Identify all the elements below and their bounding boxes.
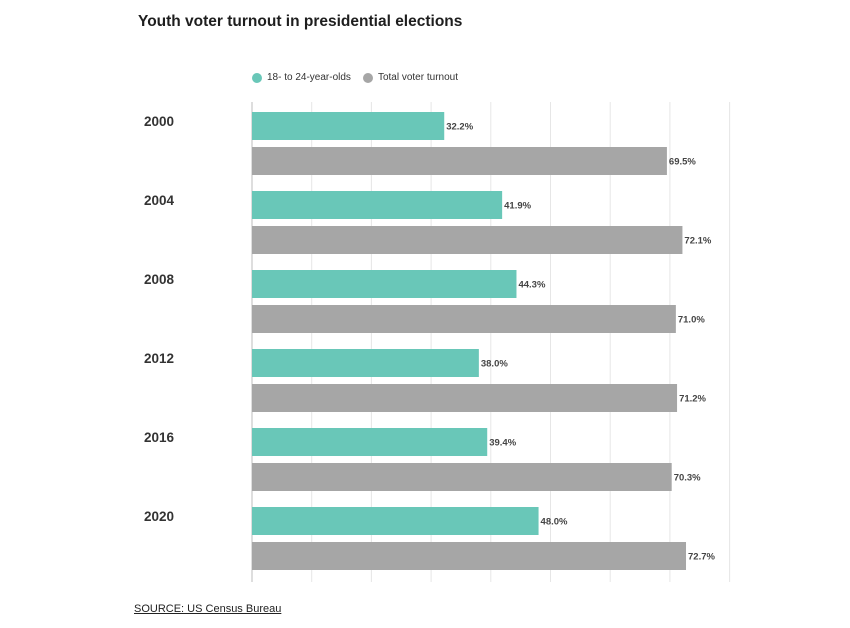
data-label-total: 70.3% [674,473,701,484]
chart-title: Youth voter turnout in presidential elec… [138,13,463,30]
data-label-youth: 38.0% [481,359,508,370]
data-label-youth: 39.4% [489,438,516,449]
year-label: 2012 [144,351,174,366]
legend-label-total: Total voter turnout [377,72,458,83]
legend-item-youth: 18- to 24-year-olds [252,72,351,83]
year-label: 2016 [144,430,175,445]
data-label-total: 72.1% [684,236,711,247]
data-label-youth: 41.9% [504,201,531,212]
bar-youth [252,112,445,140]
bar-total [252,463,672,491]
source-link[interactable]: SOURCE: US Census Bureau [134,603,282,615]
year-label: 2020 [144,509,174,524]
year-label: 2000 [144,114,174,129]
bar-total [252,542,687,570]
legend-label-youth: 18- to 24-year-olds [267,72,351,83]
bar-total [252,305,676,333]
legend-swatch-total [362,72,373,83]
bar-total [252,226,683,254]
bar-youth [252,428,488,456]
year-label: 2008 [144,272,175,287]
data-label-total: 71.0% [678,315,705,326]
bar-youth [252,191,503,219]
bar-youth [252,507,539,535]
year-label: 2004 [144,193,175,208]
data-label-total: 69.5% [669,157,696,168]
data-label-youth: 44.3% [518,280,545,291]
legend-swatch-youth [252,72,262,83]
legend-item-total: Total voter turnout [362,72,458,83]
legend: 18- to 24-year-olds Total voter turnout [252,72,470,83]
bar-youth [252,270,517,298]
data-label-total: 71.2% [679,394,706,405]
bar-total [252,384,678,412]
data-label-youth: 48.0% [541,517,568,528]
bar-youth [252,349,479,377]
data-label-total: 72.7% [688,552,715,563]
data-label-youth: 32.2% [446,122,473,133]
bar-total [252,147,667,175]
